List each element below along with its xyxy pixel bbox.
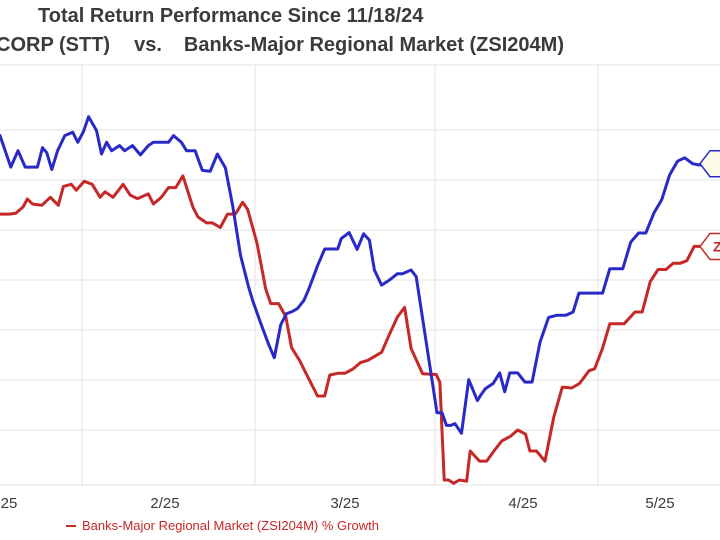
blue-end-label — [699, 149, 720, 178]
x-tick-label: 2/25 — [150, 495, 179, 512]
red-end-label-box — [699, 232, 720, 261]
grid — [0, 64, 720, 486]
x-tick-label: 3/25 — [330, 495, 359, 512]
x-tick-label: 5/25 — [645, 495, 674, 512]
red-series-line — [0, 174, 720, 485]
subtitle-vs: vs. — [134, 34, 162, 56]
series-lines — [0, 115, 720, 485]
x-tick-label: 25 — [1, 495, 18, 512]
x-tick-label: 4/25 — [508, 495, 537, 512]
blue-series-line — [0, 115, 720, 435]
legend-red-label: Banks-Major Regional Market (ZSI204M) % … — [82, 518, 379, 533]
x-axis-ticks: 25 2/25 3/25 4/25 5/25 — [1, 495, 675, 512]
chart-title: Total Return Performance Since 11/18/24 — [38, 5, 424, 27]
legend-red-swatch — [66, 524, 76, 527]
blue-end-label-box — [699, 149, 720, 178]
red-end-label-text: Z — [713, 238, 720, 254]
red-end-label: Z — [699, 232, 720, 261]
subtitle-left-ticker: CORP (STT) — [0, 34, 111, 56]
end-labels: Z — [699, 149, 720, 261]
chart-subtitle: CORP (STT) vs. Banks-Major Regional Market… — [0, 34, 564, 57]
legend: Banks-Major Regional Market (ZSI204M) % … — [66, 518, 379, 533]
subtitle-right-index: Banks-Major Regional Market (ZSI204M) — [183, 34, 564, 56]
